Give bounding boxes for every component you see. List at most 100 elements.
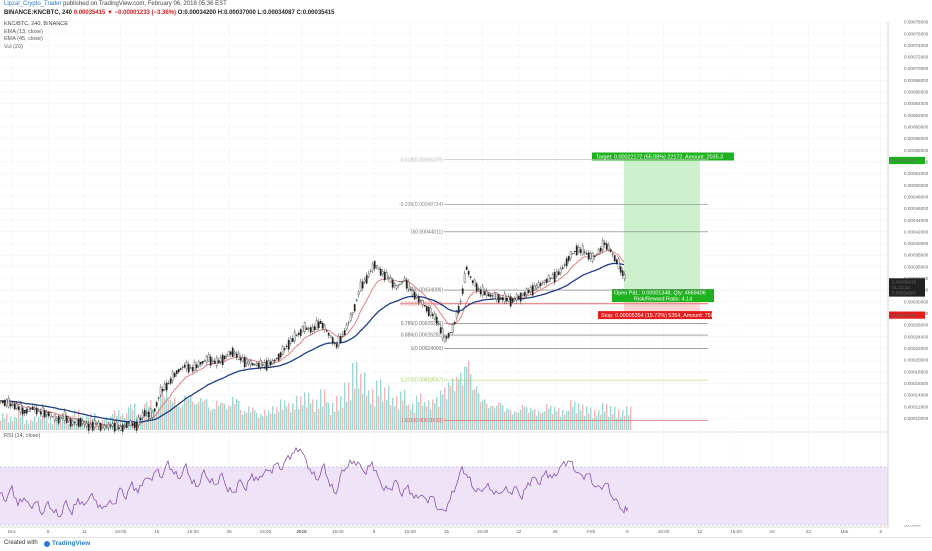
- candle-body: [69, 418, 72, 427]
- volume-bar: [206, 399, 208, 430]
- volume-bar: [588, 413, 590, 430]
- price-tag-box: [889, 156, 925, 165]
- candle-body: [531, 285, 534, 296]
- price-tag-box: [889, 289, 925, 297]
- volume-bar: [394, 406, 396, 430]
- legend-symbol[interactable]: KNC/BTC, 240, BINANCE: [4, 21, 68, 27]
- volume-bar: [160, 393, 162, 430]
- volume-bar: [620, 416, 622, 430]
- volume-bar: [228, 405, 230, 430]
- legend-ema-fast[interactable]: EMA (13, close): [4, 28, 43, 35]
- candle-body: [151, 411, 154, 418]
- candle-body: [477, 288, 480, 290]
- publish-text: published on TradingView.com, February 0…: [63, 1, 227, 7]
- price-tick-label: 0.00076000: [904, 31, 929, 36]
- time-tick-label: 15:00: [115, 529, 127, 534]
- volume-bar: [214, 408, 216, 430]
- volume-bar: [522, 404, 524, 430]
- candle-body: [417, 296, 420, 303]
- price-tick-label: 0.00012000: [904, 404, 929, 409]
- candle-body: [163, 383, 166, 391]
- candle-body: [311, 326, 314, 332]
- candle-body: [565, 258, 568, 267]
- time-tick-label: 2018: [296, 529, 307, 534]
- candle-body: [99, 423, 102, 431]
- candle-body: [407, 281, 410, 290]
- volume-bar: [380, 379, 382, 430]
- volume-bar: [622, 410, 624, 430]
- candle-body: [247, 360, 250, 365]
- volume-bar: [390, 404, 392, 430]
- rr-label: Risk/Reward Ratio: 4.14: [634, 296, 692, 302]
- candle-body: [401, 281, 404, 283]
- legend-volume[interactable]: Vol (20): [4, 43, 23, 50]
- volume-bar: [224, 403, 226, 430]
- volume-bar: [504, 411, 506, 430]
- volume-bar: [500, 403, 502, 430]
- candle-body: [323, 324, 326, 331]
- volume-bar: [614, 406, 616, 430]
- volume-bar: [32, 421, 34, 430]
- volume-bar: [50, 419, 52, 430]
- candle-body: [427, 307, 430, 316]
- candle-body: [495, 292, 498, 300]
- volume-bar: [562, 410, 564, 430]
- volume-bar: [106, 416, 108, 430]
- candle-body: [299, 329, 302, 336]
- volume-bar: [260, 413, 262, 430]
- candle-body: [581, 245, 584, 256]
- volume-bar: [530, 407, 532, 430]
- volume-bar: [356, 362, 358, 430]
- volume-bar: [312, 399, 314, 430]
- candle-body: [65, 415, 68, 423]
- volume-bar: [586, 406, 588, 430]
- candle-body: [463, 273, 466, 283]
- candle-body: [361, 281, 364, 289]
- candle-body: [289, 338, 292, 344]
- target-label: Target: 0.00022172 (65.08%) 22172, Amoun…: [596, 154, 723, 160]
- candle-body: [423, 305, 426, 307]
- candle-body: [455, 311, 458, 319]
- volume-bar: [280, 399, 282, 430]
- price-tick-label: 0.00042000: [904, 229, 929, 234]
- candle-body: [285, 346, 288, 347]
- candle-body: [585, 253, 588, 255]
- tradingview-brand[interactable]: TradingView: [52, 540, 91, 547]
- footer: Created with TradingView: [0, 537, 932, 551]
- volume-bar: [198, 401, 200, 430]
- price-chart[interactable]: Target: 0.00022172 (65.08%) 22172, Amoun…: [0, 0, 932, 537]
- candle-body: [435, 316, 438, 324]
- candle-body: [393, 283, 396, 286]
- candle-body: [179, 368, 182, 370]
- candle-body: [235, 353, 238, 358]
- volume-bar: [184, 395, 186, 430]
- rsi-label[interactable]: RSI (14, close): [4, 433, 41, 439]
- candle-body: [333, 342, 336, 344]
- volume-bar: [216, 400, 218, 430]
- target-label-box: [592, 152, 734, 161]
- candle-body: [525, 288, 528, 295]
- candle-body: [535, 285, 538, 289]
- target-zone: [624, 160, 700, 291]
- candle-body: [279, 352, 282, 358]
- candle-body: [251, 362, 254, 366]
- volume-bar: [340, 396, 342, 430]
- candle-body: [325, 330, 328, 332]
- candle-body: [329, 335, 332, 338]
- volume-bar: [528, 412, 530, 430]
- price-tag-label: 01:23:10: [892, 285, 910, 290]
- price-tag-label: 0.00056239: [892, 158, 917, 163]
- author-link[interactable]: Lipzal_Crypto_Trader: [4, 1, 62, 7]
- volume-bar: [412, 403, 414, 430]
- candle-body: [55, 417, 58, 421]
- candle-body: [277, 353, 280, 361]
- candle-body: [259, 359, 262, 368]
- volume-bar: [36, 421, 38, 430]
- volume-bar: [610, 406, 612, 430]
- candle-body: [517, 295, 520, 300]
- legend-ema-slow[interactable]: EMA (45, close): [4, 36, 43, 43]
- volume-bar: [580, 410, 582, 430]
- volume-bar: [134, 403, 136, 430]
- price-axis: 0.00078000 0.00076000 0.00074000 0.00072000…: [887, 20, 932, 527]
- volume-bar: [482, 400, 484, 430]
